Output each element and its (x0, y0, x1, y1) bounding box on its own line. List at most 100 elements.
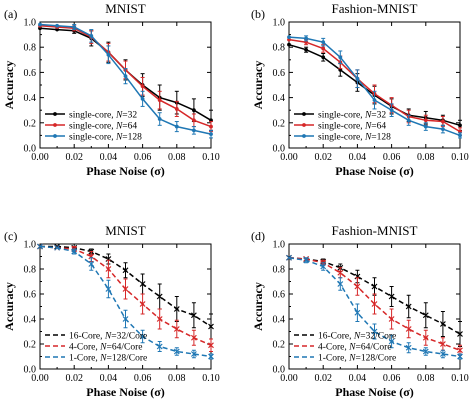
x-tick-label: 0.02 (65, 373, 83, 384)
data-point (371, 301, 378, 307)
y-tick-label: 0.0 (273, 365, 286, 376)
data-point (286, 254, 292, 261)
x-tick-label: 0.04 (100, 152, 118, 163)
data-point (208, 323, 214, 330)
data-point (439, 321, 446, 327)
y-tick-label: 0.8 (273, 43, 286, 54)
data-point (208, 342, 214, 349)
y-axis-label: Accuracy (251, 61, 265, 110)
x-tick-label: 0.10 (451, 373, 469, 384)
x-tick-label: 0.10 (202, 152, 220, 163)
chart-title: MNIST (105, 223, 146, 238)
y-tick-label: 1.0 (273, 18, 286, 29)
data-point (105, 266, 112, 272)
data-point (287, 42, 291, 47)
data-point (338, 55, 343, 60)
data-point (321, 55, 326, 60)
legend-label: single-core, N=32 (69, 111, 137, 121)
legend-marker (302, 123, 306, 127)
legend-marker (302, 112, 306, 116)
x-axis-label: Phase Noise (σ) (86, 385, 165, 399)
y-tick-label: 0.4 (24, 315, 37, 326)
data-point (457, 331, 463, 337)
y-tick-label: 0.4 (273, 93, 286, 104)
data-point (88, 261, 95, 267)
x-tick-label: 0.02 (314, 152, 332, 163)
data-point (405, 344, 412, 351)
x-tick-label: 0.08 (168, 152, 186, 163)
y-tick-label: 1.0 (24, 18, 37, 29)
data-point (156, 316, 163, 322)
data-point (439, 341, 446, 347)
legend-label: 4-Core, N=64/Core (69, 343, 142, 353)
x-tick-label: 0.06 (134, 152, 152, 163)
data-point (209, 132, 213, 137)
data-point (139, 333, 146, 340)
x-tick-label: 0.08 (417, 152, 435, 163)
data-point (423, 118, 428, 123)
data-point (457, 353, 463, 360)
series-group (286, 254, 463, 360)
data-point (122, 286, 129, 292)
data-point (321, 40, 326, 45)
data-point (458, 123, 462, 128)
series-group (37, 243, 214, 360)
data-point (422, 348, 429, 355)
data-point (173, 348, 180, 355)
y-tick-label: 0.4 (24, 93, 37, 104)
data-point (337, 281, 344, 287)
data-point (457, 347, 463, 354)
data-point (406, 118, 411, 123)
y-tick-label: 1.0 (273, 240, 286, 251)
data-point (208, 353, 214, 360)
data-point (192, 128, 196, 133)
x-tick-label: 0.06 (134, 373, 152, 384)
data-point (72, 25, 77, 29)
data-point (388, 316, 395, 322)
data-point (439, 351, 446, 357)
panel-label: (d) (251, 229, 265, 243)
data-point (371, 283, 378, 290)
x-tick-label: 0.00 (31, 373, 49, 384)
legend-marker (302, 134, 306, 138)
y-tick-label: 0.6 (273, 290, 286, 301)
data-point (139, 281, 146, 287)
y-tick-label: 0.0 (24, 144, 37, 155)
chart-panel: (c) MNIST 0.00 0.02 0.04 0.06 0.08 0.10 0.0 0.2 0.… (2, 223, 220, 399)
legend-label: single-core, N=128 (318, 133, 391, 143)
series-line (288, 257, 461, 358)
x-tick-label: 0.00 (31, 152, 49, 163)
data-point (173, 326, 180, 332)
x-axis-label: Phase Noise (σ) (86, 164, 165, 178)
data-point (388, 338, 395, 345)
data-point (173, 306, 180, 312)
data-point (123, 74, 128, 79)
x-axis-label: Phase Noise (σ) (335, 385, 414, 399)
x-tick-label: 0.04 (349, 373, 367, 384)
y-tick-label: 0.6 (273, 68, 286, 79)
x-tick-label: 0.10 (451, 152, 469, 163)
data-point (157, 98, 162, 103)
x-tick-label: 0.02 (314, 373, 332, 384)
y-tick-label: 0.0 (273, 144, 286, 155)
x-tick-label: 0.04 (100, 373, 118, 384)
y-tick-label: 0.8 (24, 43, 37, 54)
x-axis-label: Phase Noise (σ) (335, 164, 414, 178)
chart-title: Fashion-MNIST (332, 223, 418, 238)
data-point (192, 118, 196, 123)
data-point (422, 334, 429, 341)
data-point (372, 98, 377, 103)
data-point (423, 124, 428, 129)
data-point (287, 35, 291, 40)
data-point (388, 293, 395, 300)
x-tick-label: 0.08 (417, 373, 435, 384)
x-tick-label: 0.06 (383, 373, 401, 384)
data-point (140, 84, 145, 89)
chart-panel: (d) Fashion-MNIST 0.00 0.02 0.04 0.06 0.08 0.10… (251, 223, 469, 399)
y-tick-label: 1.0 (24, 240, 37, 251)
x-tick-label: 0.02 (65, 152, 83, 163)
series-group (38, 22, 213, 139)
